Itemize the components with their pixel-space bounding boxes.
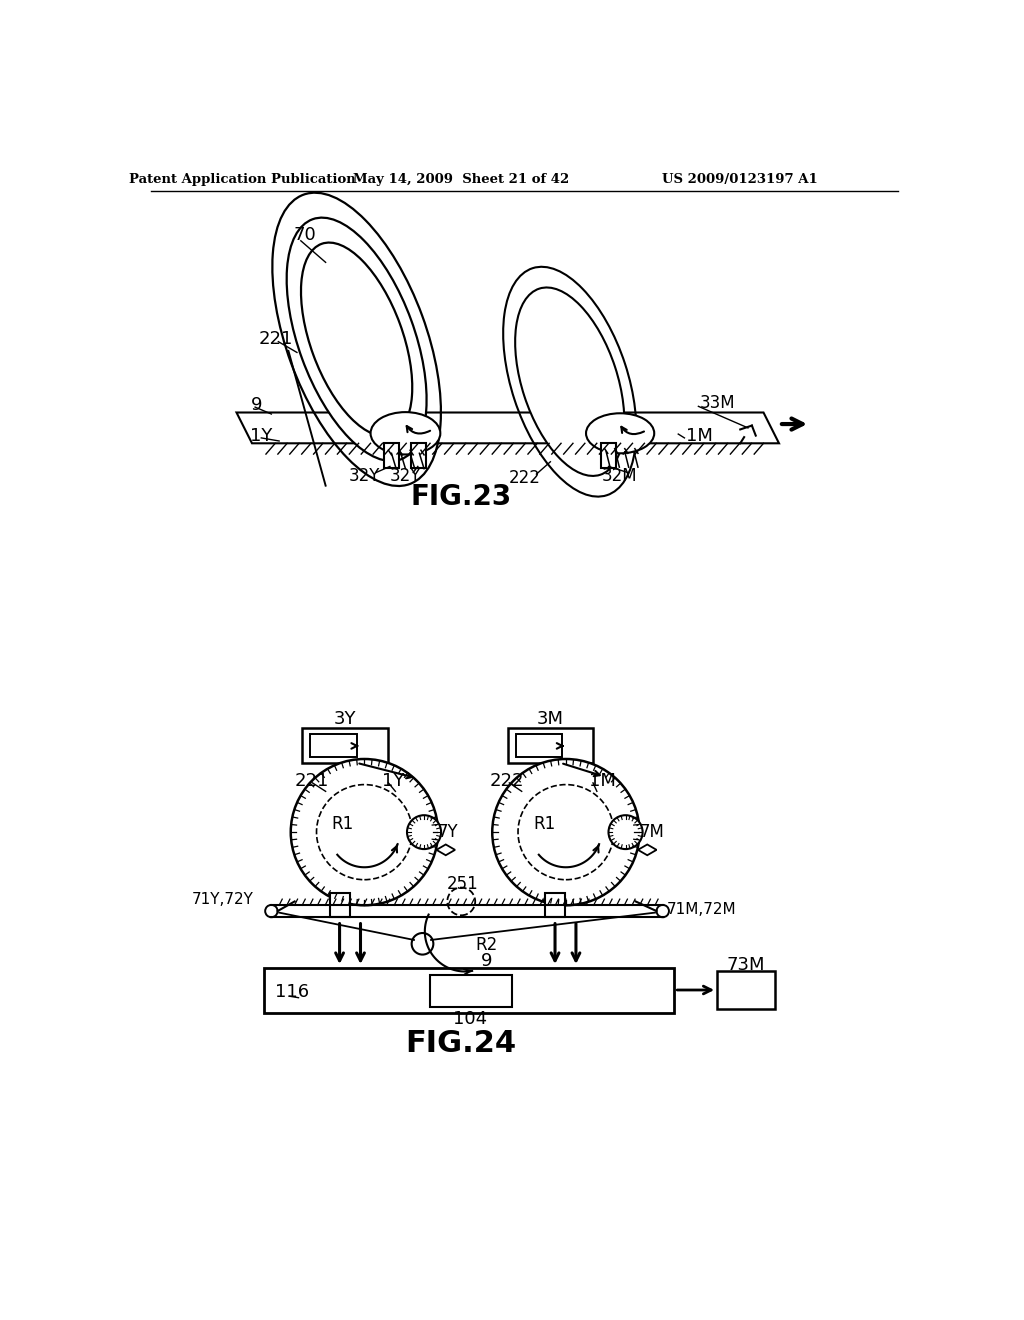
Bar: [545, 892, 565, 917]
Text: FIG.23: FIG.23: [411, 483, 512, 511]
Text: 222: 222: [489, 772, 523, 789]
Text: US 2009/0123197 A1: US 2009/0123197 A1: [663, 173, 818, 186]
Bar: [411, 444, 426, 469]
Bar: [601, 444, 616, 469]
Text: 3Y: 3Y: [334, 710, 356, 727]
Ellipse shape: [287, 218, 427, 461]
Text: 70: 70: [293, 227, 315, 244]
Text: May 14, 2009  Sheet 21 of 42: May 14, 2009 Sheet 21 of 42: [353, 173, 569, 186]
Text: 33M: 33M: [700, 395, 735, 412]
Bar: [302, 729, 388, 763]
Ellipse shape: [586, 413, 654, 453]
Text: R1: R1: [332, 816, 354, 833]
Text: 251: 251: [446, 875, 478, 892]
Bar: [508, 729, 593, 763]
Bar: [430, 974, 512, 1007]
Ellipse shape: [515, 288, 625, 477]
Text: 104: 104: [454, 1010, 487, 1028]
Text: 1Y: 1Y: [382, 772, 404, 789]
Text: 1Y: 1Y: [251, 426, 272, 445]
Text: 1M: 1M: [686, 426, 713, 445]
Text: 116: 116: [275, 983, 309, 1002]
Polygon shape: [638, 845, 656, 855]
Circle shape: [412, 933, 433, 954]
Circle shape: [656, 906, 669, 917]
Text: Patent Application Publication: Patent Application Publication: [129, 173, 356, 186]
Bar: [515, 734, 562, 756]
Text: 7Y: 7Y: [438, 824, 459, 841]
Circle shape: [291, 759, 438, 906]
Bar: [310, 734, 356, 756]
Text: 7M: 7M: [640, 824, 665, 841]
Bar: [330, 892, 349, 917]
Text: 222: 222: [509, 469, 541, 487]
Bar: [384, 444, 399, 469]
Text: 73M: 73M: [726, 957, 765, 974]
Text: 221: 221: [258, 330, 293, 348]
Text: 71M,72M: 71M,72M: [667, 902, 736, 916]
Ellipse shape: [301, 243, 413, 436]
Bar: [717, 970, 775, 1010]
Circle shape: [493, 759, 640, 906]
Text: 9: 9: [480, 952, 493, 970]
Circle shape: [608, 816, 643, 849]
Ellipse shape: [371, 412, 440, 454]
Text: FIG.24: FIG.24: [406, 1030, 517, 1059]
Text: 71Y,72Y: 71Y,72Y: [191, 891, 254, 907]
Text: 32Y: 32Y: [349, 467, 380, 484]
Text: 32M: 32M: [601, 467, 637, 484]
Bar: [263, 969, 675, 1014]
Text: R2: R2: [475, 936, 498, 954]
Circle shape: [407, 816, 441, 849]
Circle shape: [447, 887, 475, 915]
Circle shape: [265, 906, 278, 917]
Text: 32Y: 32Y: [390, 467, 421, 484]
Polygon shape: [436, 845, 455, 855]
Text: 1M: 1M: [589, 772, 616, 789]
Text: R1: R1: [534, 816, 555, 833]
Text: 9: 9: [251, 396, 262, 413]
Text: 221: 221: [295, 772, 329, 789]
Text: 3M: 3M: [537, 710, 564, 727]
